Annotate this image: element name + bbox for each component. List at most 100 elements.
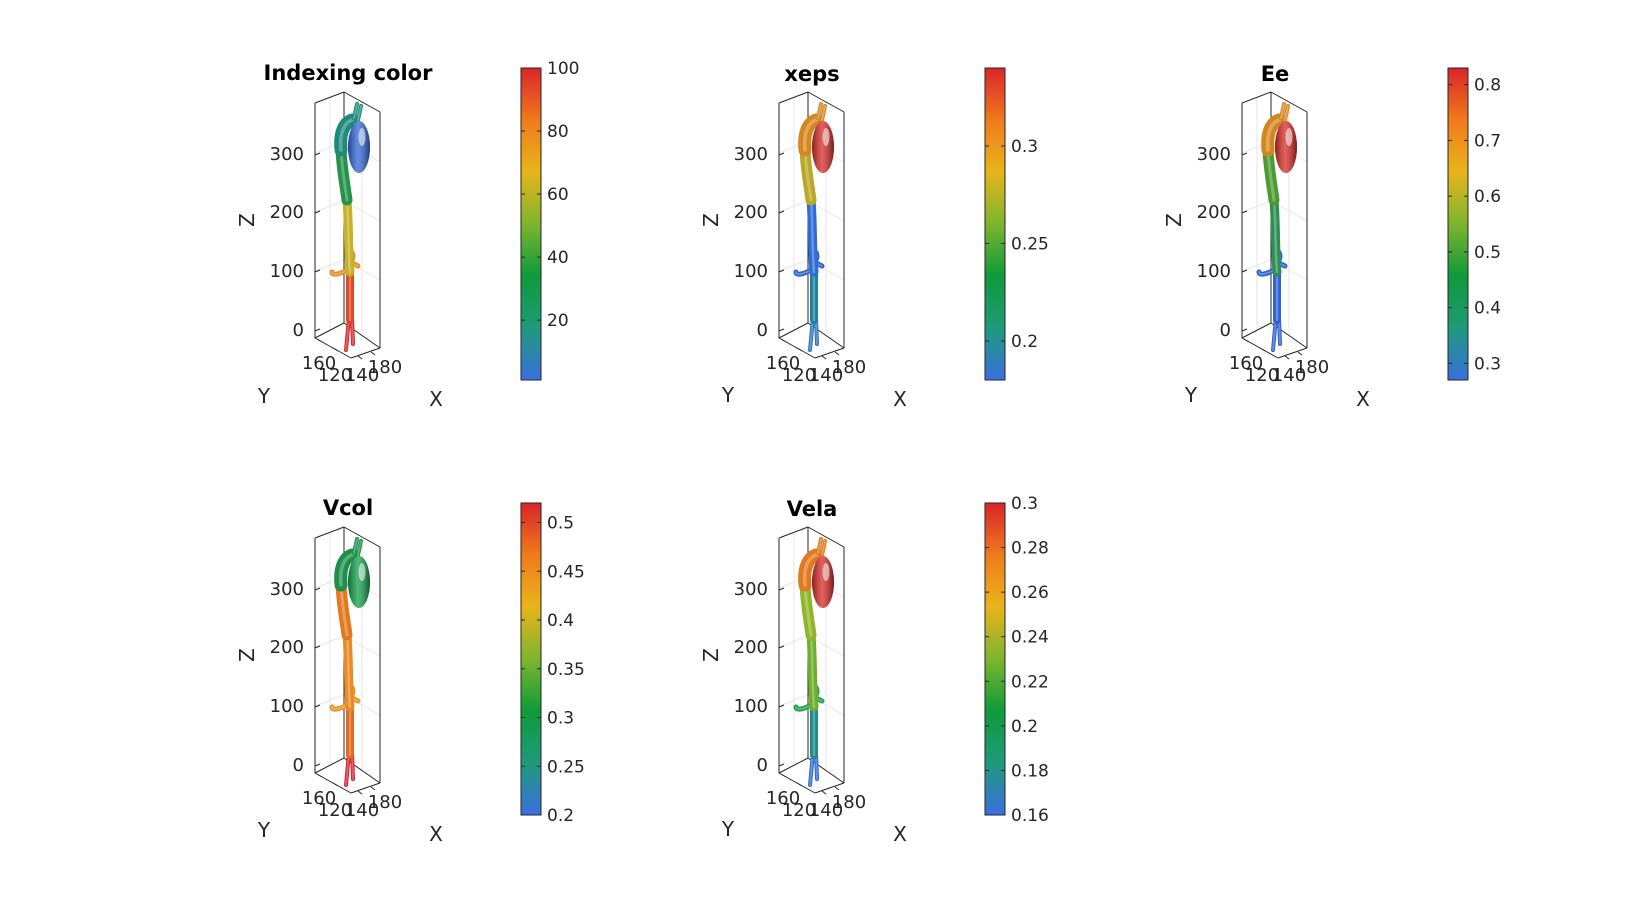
x-axis-label: X <box>429 387 443 411</box>
colorbar-tick-label: 80 <box>547 122 569 142</box>
vessel-arch-branch-highlight <box>357 105 362 121</box>
x-tick-mark <box>357 790 363 795</box>
z-tick-label: 300 <box>734 579 768 600</box>
colorbar-tick-label: 0.3 <box>547 709 574 729</box>
axis-edge <box>314 91 345 104</box>
vessel-heart-shading <box>348 121 370 173</box>
vessel-arch-branch <box>820 104 827 122</box>
z-tick-label: 100 <box>734 696 768 717</box>
colorbar-tick-label: 0.24 <box>1011 628 1049 648</box>
x-tick-mark <box>834 351 840 356</box>
x-tick-mark <box>821 790 827 795</box>
vessel-arch-highlight <box>1265 118 1281 152</box>
vessel-arch <box>1261 113 1286 157</box>
z-tick-mark <box>1241 269 1248 273</box>
z-tick-label: 100 <box>270 261 304 282</box>
z-tick-label: 200 <box>734 202 768 223</box>
vessel-arch-branch <box>352 537 359 555</box>
colorbar: 0.5 0.45 0.4 0.35 0.3 0.25 0.2 <box>520 502 585 826</box>
vessel-arch-branch-highlight <box>357 540 362 556</box>
z-axis-label: Z <box>1162 213 1186 227</box>
vessel-surface <box>793 102 834 352</box>
panel-ee: Ee 300 200 100 0 160 120 140 180 Z Y X 0… <box>1162 62 1501 411</box>
z-axis-label: Z <box>699 213 723 227</box>
x-tick-mark <box>834 786 840 791</box>
colorbar-tick-label: 0.6 <box>1474 187 1501 207</box>
vessel-surface <box>1256 102 1297 352</box>
axis-edge <box>1241 91 1272 104</box>
colorbar-tick-label: 0.4 <box>1474 299 1501 319</box>
z-axis-ticks: 300 200 100 0 <box>734 579 768 776</box>
vessel-mid-aorta-highlight <box>809 198 816 274</box>
x-tick-label: 180 <box>1295 357 1329 378</box>
vessel-branch <box>793 267 814 277</box>
y-tick-mark <box>1259 347 1266 352</box>
colorbar-tick-label: 0.2 <box>547 806 574 826</box>
y-axis-label: Y <box>721 383 735 407</box>
vessel-arch-branch <box>352 102 359 120</box>
vessel-heart-shading <box>812 556 834 608</box>
axis-edge <box>778 757 809 774</box>
z-tick-mark <box>778 645 785 649</box>
colorbar-tick-label: 0.25 <box>547 757 585 777</box>
vessel-branch-highlight <box>1258 269 1275 276</box>
axis-edge <box>343 526 381 548</box>
vessel-surface <box>793 537 834 787</box>
vessel-arch-branch-highlight <box>1284 105 1289 121</box>
z-tick-mark <box>778 269 785 273</box>
colorbar-tick-label: 0.2 <box>1011 332 1038 352</box>
colorbar-tick-label: 60 <box>547 185 569 205</box>
vessel-arch-highlight <box>802 553 818 587</box>
vessel-branch <box>793 702 814 712</box>
z-tick-mark <box>314 704 321 708</box>
vessel-branch <box>329 267 350 277</box>
z-tick-label: 0 <box>757 320 768 341</box>
vessel-mid-aorta <box>806 195 819 277</box>
z-tick-mark <box>1241 210 1248 214</box>
vessel-heart-highlight <box>358 563 366 581</box>
vessel-mid-aorta <box>806 630 819 712</box>
y-tick-mark <box>1243 338 1250 343</box>
z-tick-mark <box>778 704 785 708</box>
x-tick-label: 140 <box>809 800 843 821</box>
z-tick-mark <box>314 587 321 591</box>
vessel-arch-branch-highlight <box>353 538 358 554</box>
x-tick-mark <box>821 355 827 360</box>
z-tick-label: 300 <box>734 144 768 165</box>
z-tick-label: 100 <box>270 696 304 717</box>
axis-edge <box>314 526 345 539</box>
panel-xeps: xeps 300 200 100 0 160 120 140 180 Z Y X… <box>699 62 1049 411</box>
axis-edge <box>314 757 345 774</box>
z-tick-mark <box>1241 328 1248 332</box>
z-axis-ticks: 300 200 100 0 <box>270 144 304 341</box>
vessel-heart-shading <box>812 121 834 173</box>
z-axis-label: Z <box>699 648 723 662</box>
panel-title: Vcol <box>323 496 373 520</box>
z-tick-label: 100 <box>734 261 768 282</box>
colorbar-tick-label: 100 <box>547 59 579 79</box>
vessel-arch <box>798 548 823 592</box>
vessel-arch-highlight <box>802 118 818 152</box>
vessel-arch-branch <box>816 537 823 555</box>
y-tick-label: 120 <box>782 800 816 821</box>
colorbar: 0.3 0.28 0.26 0.24 0.22 0.2 0.18 0.16 <box>984 494 1049 826</box>
z-tick-mark <box>314 210 321 214</box>
z-tick-mark <box>314 645 321 649</box>
vessel-heart-shading <box>1275 121 1297 173</box>
colorbar-tick-label: 20 <box>547 311 569 331</box>
y-tick-mark <box>796 347 803 352</box>
x-tick-mark <box>1284 355 1290 360</box>
y-tick-label: 120 <box>1245 365 1279 386</box>
x-tick-label: 180 <box>368 792 402 813</box>
y-axis-label: Y <box>257 818 271 842</box>
vessel-mid-aorta <box>342 195 355 277</box>
colorbar: 100 80 60 40 20 <box>520 59 579 381</box>
vessel-branch-highlight <box>795 269 812 276</box>
z-tick-label: 0 <box>1220 320 1231 341</box>
y-tick-label: 160 <box>302 788 336 809</box>
vessel-arch-branch-highlight <box>821 540 826 556</box>
vessel-arch-branch-highlight <box>1280 103 1285 119</box>
vessel-arch-branch-highlight <box>821 105 826 121</box>
colorbar-tick-label: 0.5 <box>547 514 574 534</box>
